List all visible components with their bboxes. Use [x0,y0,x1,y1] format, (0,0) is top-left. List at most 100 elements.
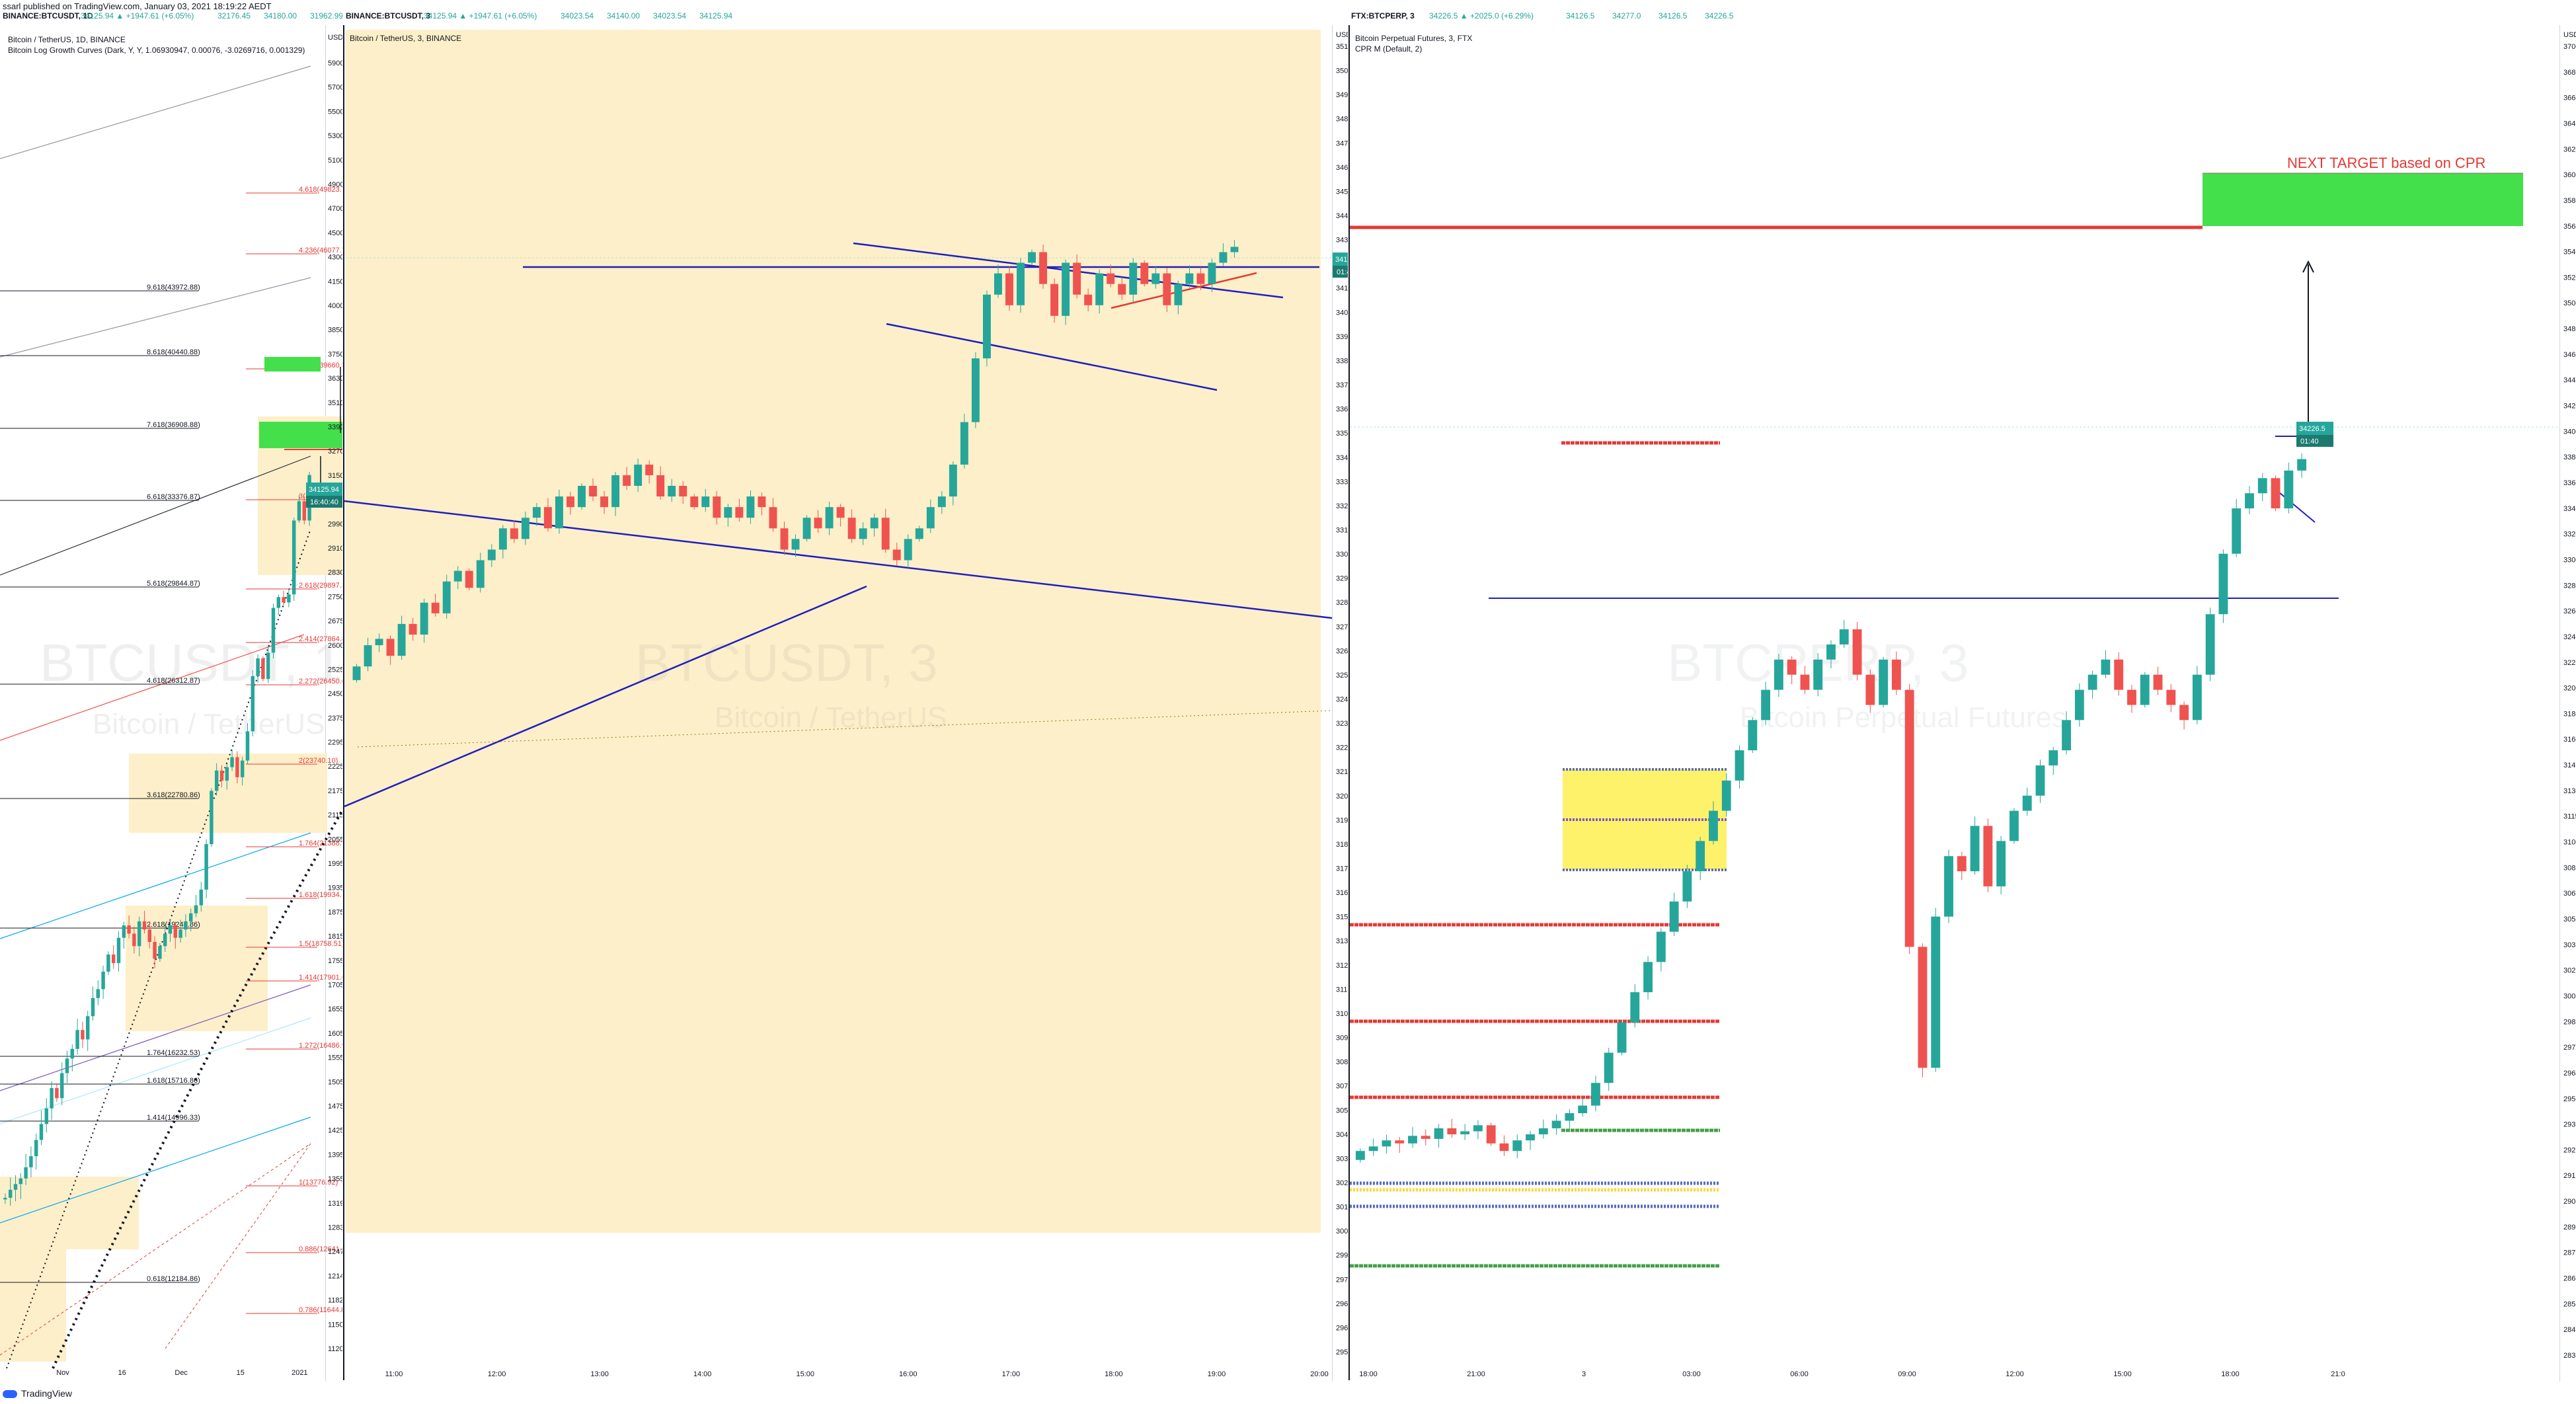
candle-body [971,358,980,422]
price-tick: 15550.00 [328,1054,342,1062]
daily-candle [235,751,239,783]
pane-divider[interactable] [343,25,344,1380]
cpr-box [1563,769,1727,820]
perp-candle [1355,1148,1365,1163]
last-price-value: 34226.5 [2299,425,2325,433]
fib-level-label: 0.886(12641.12) [299,1245,342,1253]
chart-btcperp-3min[interactable]: FTX:BTCPERP, 3 34226.5 ▲ +2025.0 (+6.29%)… [1350,0,2576,1382]
price-tick: 32900.00 [1336,575,1348,583]
countdown-value: 01:40 [1337,268,1348,276]
price-tick: 34800.0 [2563,325,2576,333]
ohlc-value: 34023.54 [653,11,686,20]
price-tick: 35200.0 [2563,274,2576,282]
candle-body [1617,1022,1627,1053]
price-tick: 11825.00 [328,1297,342,1305]
perp-candle [1983,818,1993,892]
candle-body [521,518,529,539]
intraday-candle [690,494,699,510]
fib-level-label: 1.764(16232.53) [147,1049,200,1057]
price-tick: 26750.00 [328,617,342,625]
candle-body [746,496,755,518]
time-tick: 18:00 [2221,1370,2240,1378]
candle-body [791,539,800,550]
price-tick: 29890.0 [2563,1018,2576,1026]
footer-brand: TradingView [21,1388,73,1399]
time-tick: 3 [1582,1370,1586,1378]
price-tick: 33300.00 [1336,478,1348,486]
time-tick: Dec [175,1369,188,1377]
intraday-candle [1028,249,1036,266]
intraday-candle [937,490,946,514]
intraday-candle [623,467,631,490]
candle-body [915,528,923,539]
fib-level-label: 0.618(12184.86) [147,1275,200,1283]
daily-candle [122,921,126,949]
price-tick: 31150.0 [2563,813,2576,821]
price-tick: 31140.00 [1336,986,1348,994]
daily-candle [184,914,188,937]
fib-level-label: 4.236(46077.76) [299,247,342,254]
tradingview-footer[interactable]: TradingView [3,1388,72,1399]
daily-candle [287,590,291,607]
candle-body [240,760,245,777]
candle-body [158,946,162,959]
intraday-candle [1151,266,1160,289]
perp-candle [1800,666,1810,694]
price-tick: 29515.0 [2563,1095,2576,1103]
fib-level-label: 1.618(19934.17) [299,891,342,899]
candle-body [881,518,890,550]
chart-title: Bitcoin / TetherUS, 3, BINANCE [350,34,461,43]
intraday-candle [645,460,654,484]
candle-body [713,496,721,518]
candle-body [453,570,462,582]
pane-divider[interactable] [1348,25,1350,1380]
perp-candle [1931,908,1941,1072]
ohlc-value: 34226.5 [1705,11,1734,20]
perp-candle [1996,836,2006,895]
intraday-candle [1039,245,1048,289]
candle-body [44,1108,49,1124]
candle-body [498,528,507,550]
growth-curve-line [0,455,311,576]
perp-candle [1721,773,1731,817]
candle-body [1865,674,1875,705]
candle-body [1460,1131,1470,1135]
daily-candle [199,882,204,912]
pane-btcusdt-daily[interactable]: BINANCE:BTCUSDT, 1D 34125.94 ▲ +1947.61 (… [0,0,342,1382]
daily-candle [65,1050,69,1083]
pane-btcperp-3min[interactable]: FTX:BTCPERP, 3 34226.5 ▲ +2025.0 (+6.29%)… [1350,0,2576,1382]
price-tick: 30540.00 [1336,1107,1348,1114]
pane-btcusdt-3min[interactable]: BINANCE:BTCUSDT, 3 34125.94 ▲ +1947.61 (+… [344,0,1348,1382]
ohlc-value: 32176.45 [217,11,251,20]
candle-body [431,602,440,613]
price-tick: 11205.00 [328,1345,342,1353]
candle-body [1196,273,1205,284]
price-tick: 38500.00 [328,327,342,334]
perp-candle [2166,683,2176,713]
candle-body [1129,262,1138,295]
perp-candle [1682,865,1692,908]
price-tick: 32100.00 [1336,768,1348,776]
candle-body [1826,644,1836,660]
price-tick: 12830.00 [328,1224,342,1232]
candle-body [1839,629,1849,644]
candle-body [8,1189,13,1198]
candle-body [1095,273,1104,305]
perp-candle [2035,760,2045,803]
price-tick: 32700.00 [1336,623,1348,631]
candle-body [375,639,383,646]
perp-candle [1565,1109,1575,1130]
candle-body [1787,659,1797,675]
candle-body [1395,1140,1405,1144]
price-tick: 24500.00 [328,690,342,698]
perp-candle [2049,746,2058,775]
perp-candle [1499,1135,1509,1156]
perp-candle [1709,801,1718,845]
candle-body [163,933,167,947]
candle-body [168,925,173,934]
candle-body [1551,1120,1561,1128]
daily-candle [147,921,152,949]
